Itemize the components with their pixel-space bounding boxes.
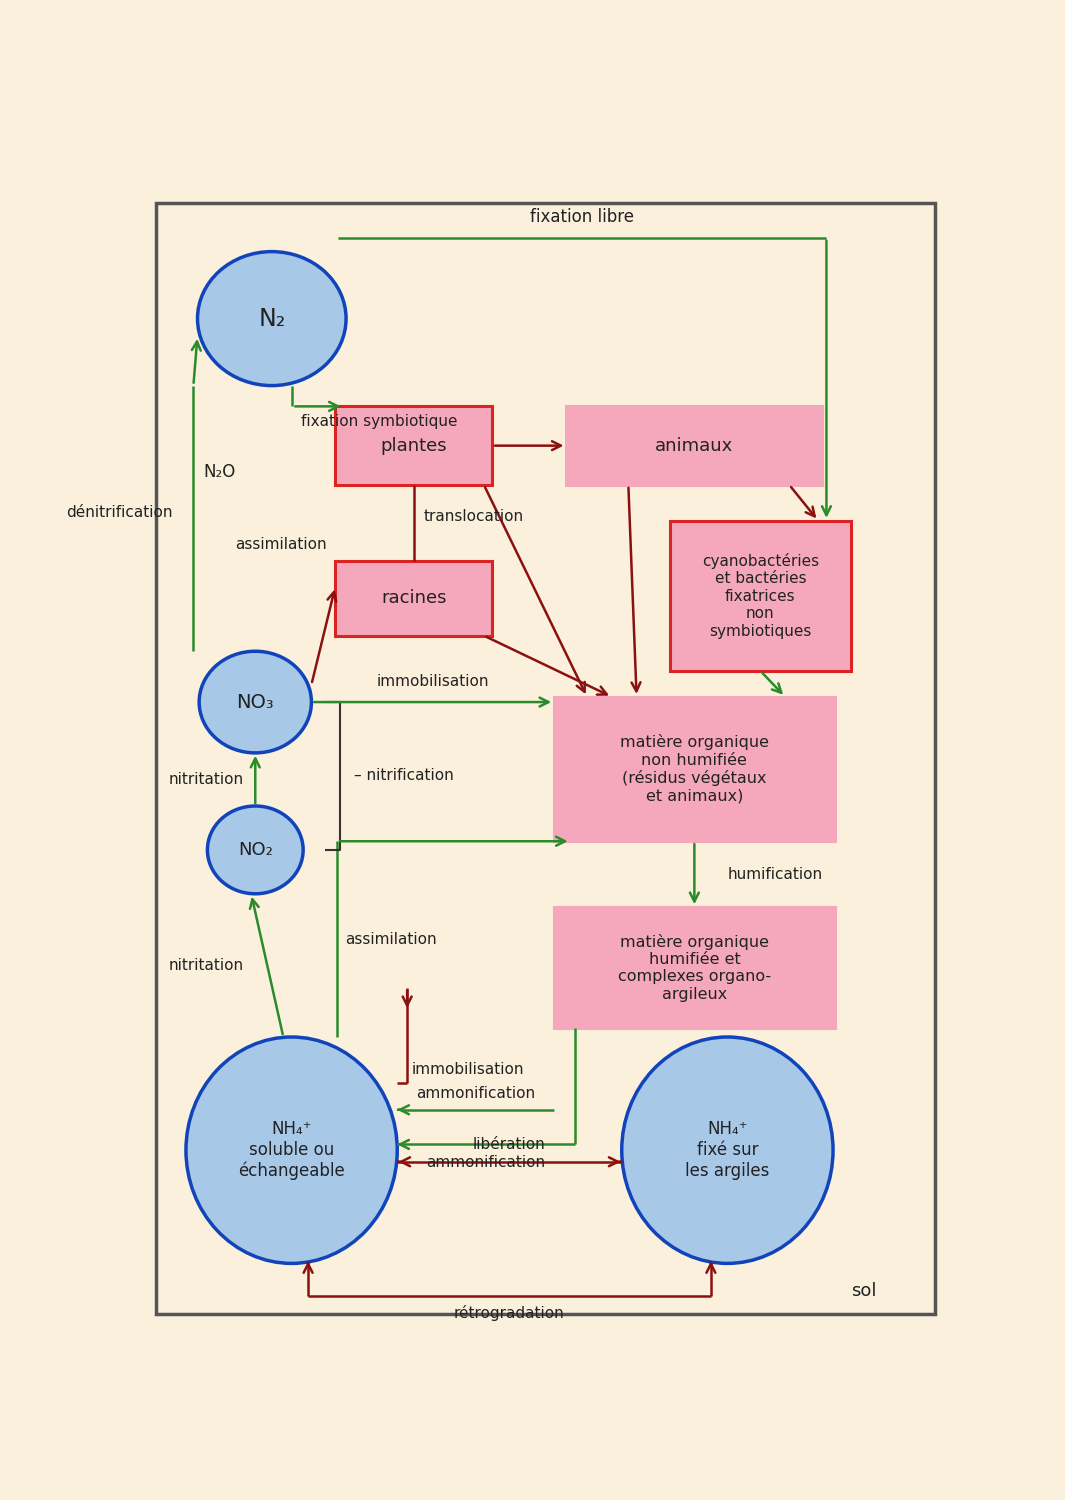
Text: assimilation: assimilation — [345, 932, 437, 946]
Bar — [335, 561, 492, 636]
Bar — [554, 908, 835, 1029]
Ellipse shape — [197, 252, 346, 386]
Text: fixation symbiotique: fixation symbiotique — [300, 414, 457, 429]
Text: NO₂: NO₂ — [237, 842, 273, 860]
Text: sol: sol — [851, 1282, 876, 1300]
Text: immobilisation: immobilisation — [411, 1062, 524, 1077]
Text: cyanobactéries
et bactéries
fixatrices
non
symbiotiques: cyanobactéries et bactéries fixatrices n… — [702, 554, 819, 639]
Text: dénitrification: dénitrification — [66, 506, 173, 520]
Bar — [554, 698, 835, 842]
Bar — [670, 520, 851, 670]
Text: ammonification: ammonification — [416, 1086, 536, 1101]
Text: humification: humification — [727, 867, 822, 882]
Bar — [335, 406, 492, 484]
Text: rétrogradation: rétrogradation — [454, 1305, 564, 1322]
Ellipse shape — [199, 651, 311, 753]
Ellipse shape — [186, 1036, 397, 1263]
Text: animaux: animaux — [655, 436, 734, 454]
Text: immobilisation: immobilisation — [377, 674, 489, 688]
Text: nitritation: nitritation — [168, 772, 244, 788]
Bar — [567, 406, 822, 484]
Text: – nitrification: – nitrification — [355, 768, 454, 783]
Text: libération: libération — [473, 1137, 546, 1152]
Text: NH₄⁺
soluble ou
échangeable: NH₄⁺ soluble ou échangeable — [239, 1120, 345, 1180]
Text: plantes: plantes — [380, 436, 447, 454]
Text: matière organique
humifiée et
complexes organo-
argileux: matière organique humifiée et complexes … — [618, 933, 771, 1002]
Text: assimilation: assimilation — [235, 537, 327, 552]
Ellipse shape — [208, 806, 304, 894]
Text: NO₃: NO₃ — [236, 693, 274, 711]
Text: N₂: N₂ — [258, 306, 285, 330]
Text: translocation: translocation — [424, 510, 524, 525]
Text: fixation libre: fixation libre — [530, 209, 634, 226]
Ellipse shape — [622, 1036, 833, 1263]
Text: matière organique
non humifiée
(résidus végétaux
et animaux): matière organique non humifiée (résidus … — [620, 735, 769, 804]
Text: NH₄⁺
fixé sur
les argiles: NH₄⁺ fixé sur les argiles — [685, 1120, 770, 1180]
Text: nitritation: nitritation — [168, 958, 244, 974]
Text: N₂O: N₂O — [203, 464, 235, 482]
Text: ammonification: ammonification — [426, 1155, 545, 1170]
Text: racines: racines — [381, 590, 446, 608]
